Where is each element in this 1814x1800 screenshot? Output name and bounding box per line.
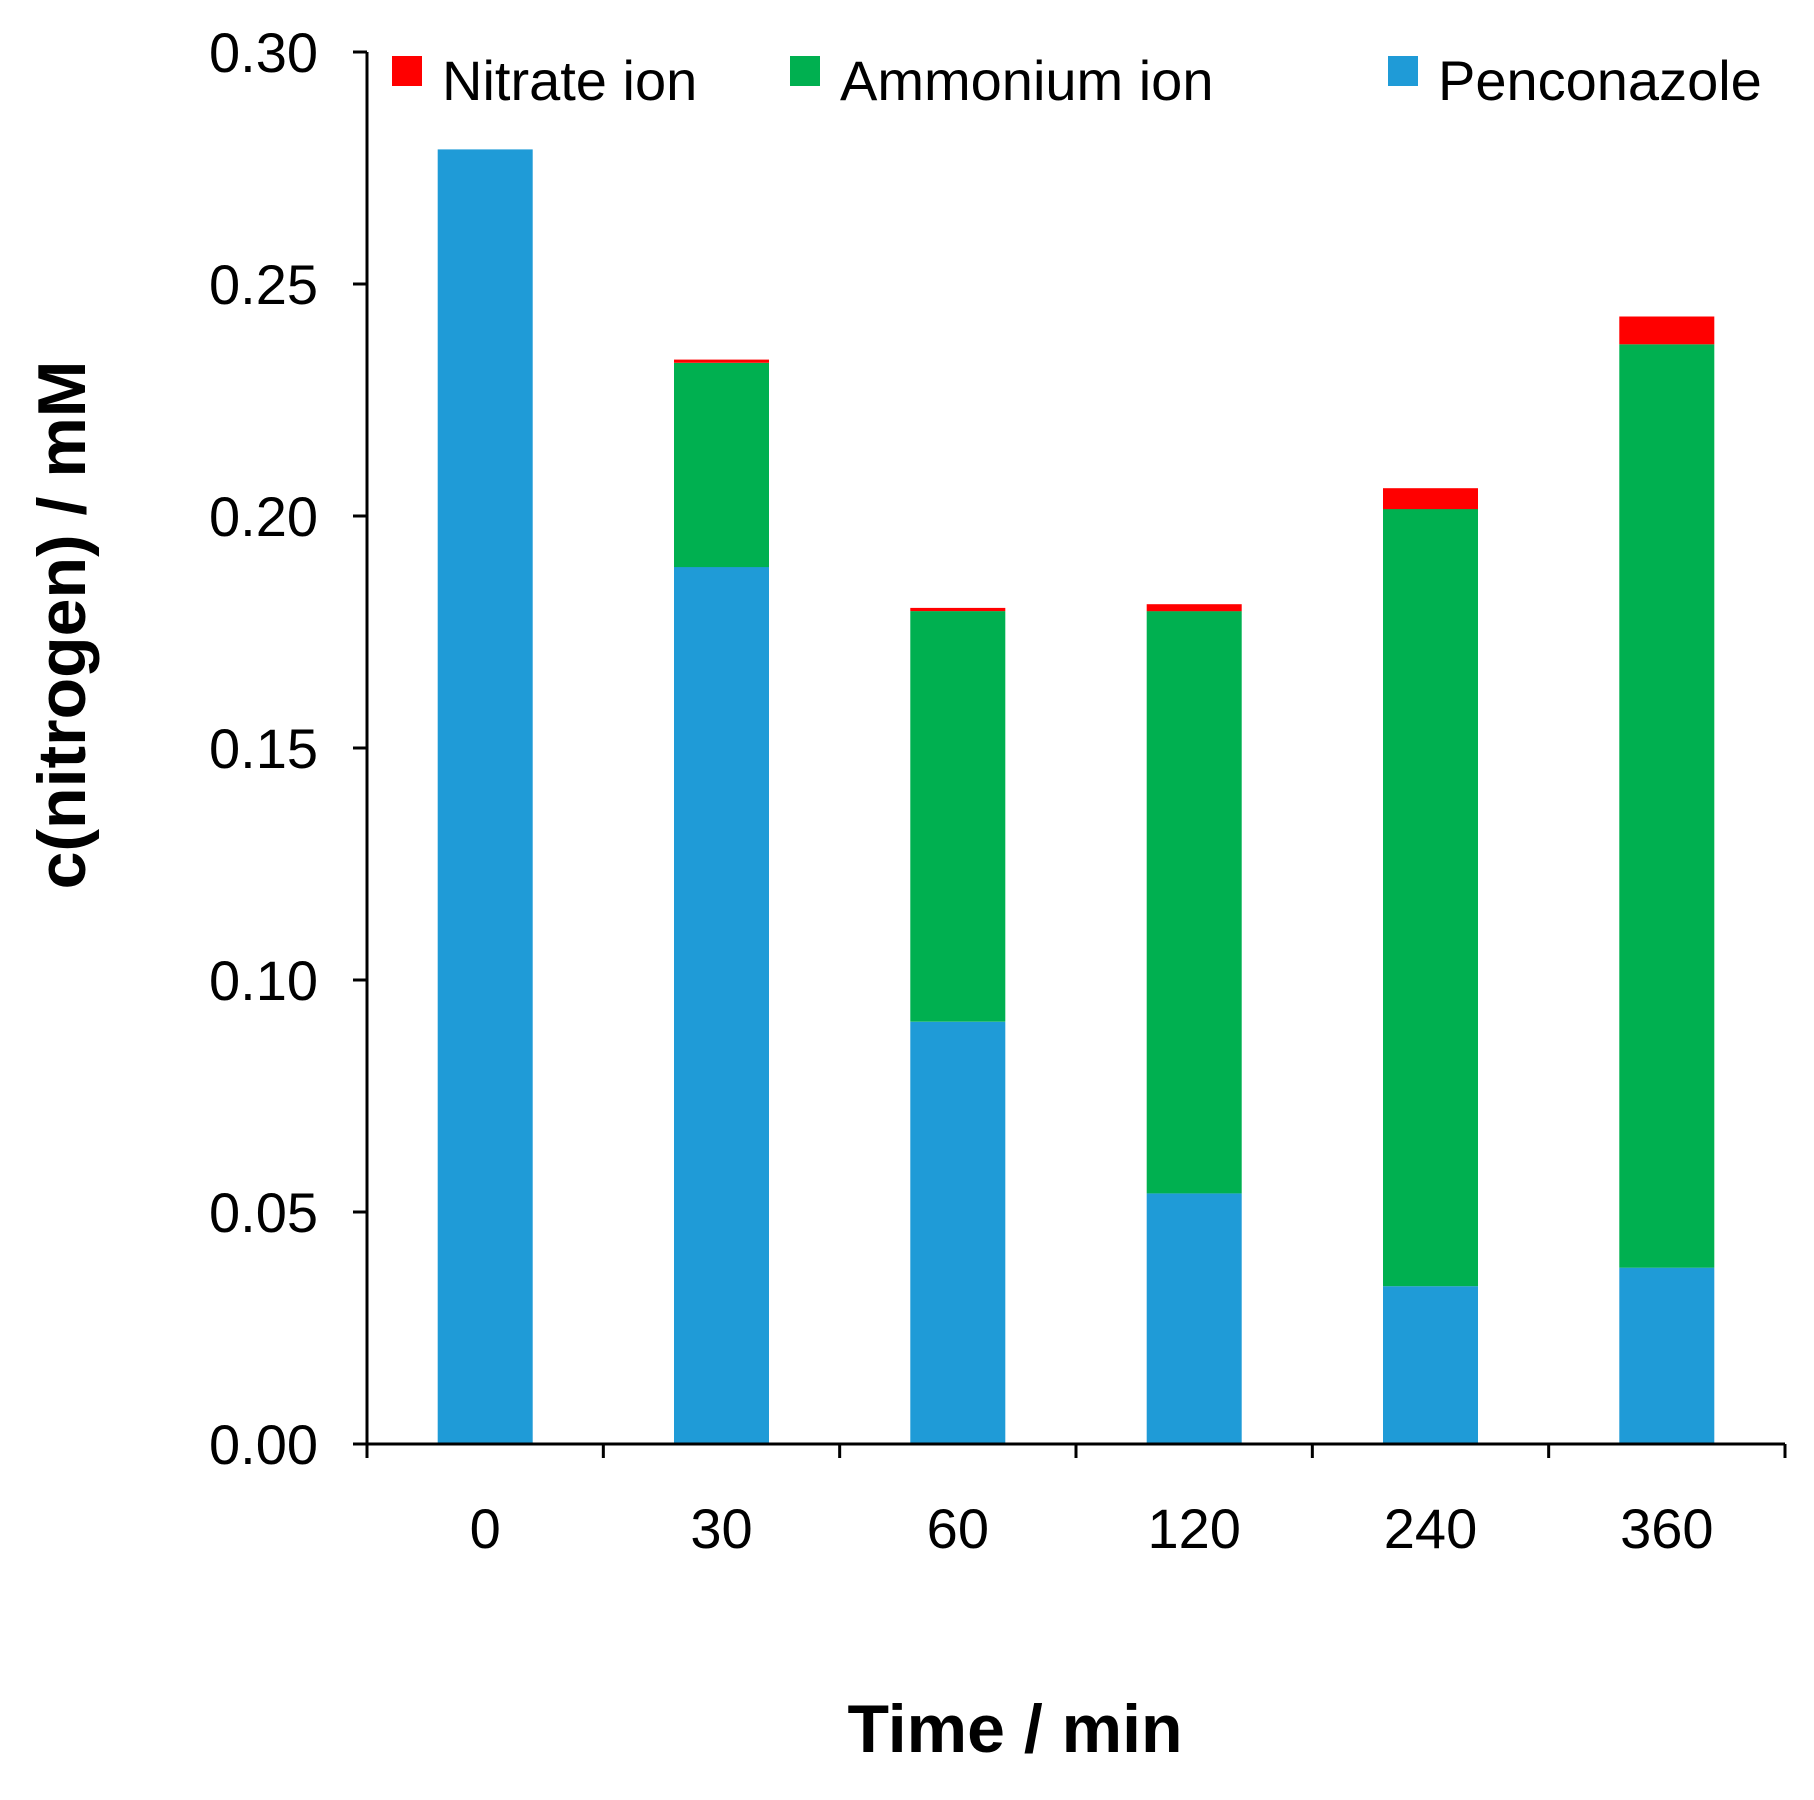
bar-ammonium-ion-60 [910,611,1006,1022]
bar-penconazole-120 [1146,1193,1242,1444]
legend-swatch-ammonium-ion [790,56,820,86]
legend-label-ammonium-ion: Ammonium ion [840,49,1213,112]
y-tick-label: 0.00 [209,1413,318,1476]
axes-layer [365,52,1785,1446]
y-tick-label: 0.05 [209,1181,318,1244]
x-tick-label: 0 [470,1497,501,1560]
bar-nitrate-ion-30 [674,359,769,363]
y-axis-title: c(nitrogen) / mM [24,361,100,890]
y-tick-label: 0.15 [209,717,318,780]
legend: Nitrate ion Ammonium ion Penconazole [392,49,1762,112]
y-tick-label: 0.10 [209,949,318,1012]
bar-nitrate-ion-120 [1146,604,1242,612]
legend-swatch-nitrate-ion [392,56,422,86]
x-tick-label: 60 [927,1497,989,1560]
bar-penconazole-240 [1383,1286,1478,1444]
bar-nitrate-ion-360 [1619,316,1715,345]
bar-nitrate-ion-240 [1383,488,1478,510]
bars-layer [437,149,1715,1444]
x-tick-label: 360 [1620,1497,1713,1560]
x-tick-label: 240 [1384,1497,1477,1560]
legend-label-penconazole: Penconazole [1438,49,1762,112]
bar-penconazole-0 [437,149,533,1444]
bar-penconazole-360 [1619,1267,1715,1444]
legend-label-nitrate-ion: Nitrate ion [442,49,697,112]
bar-ammonium-ion-240 [1383,509,1478,1287]
x-tick-label: 30 [690,1497,752,1560]
bar-penconazole-30 [674,567,769,1444]
y-tick-label: 0.20 [209,485,318,548]
y-tick-label: 0.25 [209,253,318,316]
ticks-layer: 0.00 0.05 0.10 0.15 0.20 0.25 0.30 0 30 60 120 240 3… [209,21,1787,1560]
bar-penconazole-60 [910,1021,1006,1444]
bar-ammonium-ion-360 [1619,344,1715,1268]
bar-ammonium-ion-120 [1146,611,1242,1194]
x-axis-title: Time / min [847,1691,1182,1767]
legend-swatch-penconazole [1388,56,1418,86]
x-tick-label: 120 [1147,1497,1240,1560]
y-tick-label: 0.30 [209,21,318,84]
bar-nitrate-ion-60 [910,607,1006,612]
bar-ammonium-ion-30 [674,362,769,568]
